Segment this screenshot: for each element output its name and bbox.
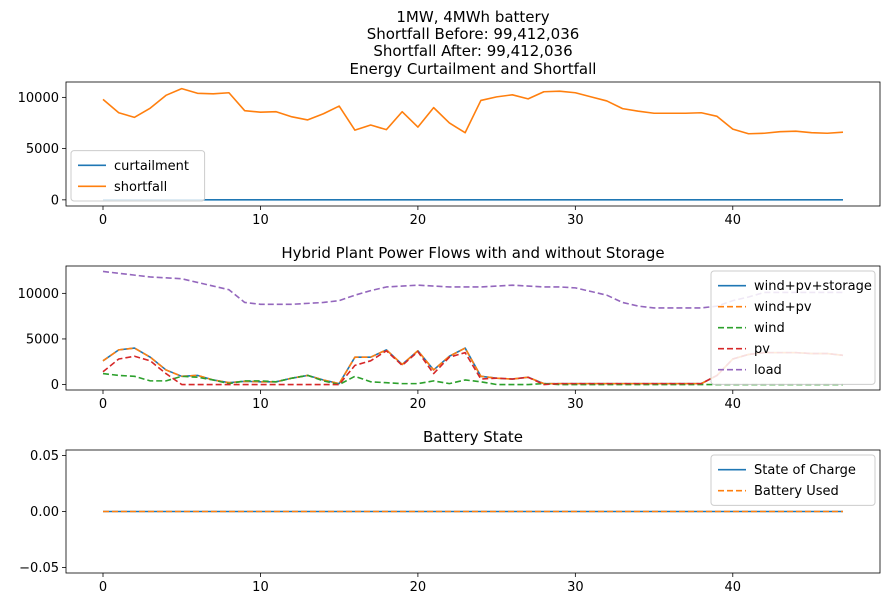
x-tick-label: 20 [410, 397, 427, 412]
series-line-pv [102, 349, 844, 386]
legend-label: Battery Used [754, 484, 839, 499]
y-tick-label: −0.05 [19, 561, 59, 576]
legend: State of Charge Battery Used [710, 454, 876, 506]
x-tick-label: 10 [252, 397, 269, 412]
y-tick-label: 10000 [18, 287, 59, 302]
legend-box [70, 150, 206, 202]
legend-label: wind+pv [754, 300, 812, 315]
x-tick-label: 30 [567, 580, 584, 595]
suptitle: 1MW, 4MWh battery Shortfall Before: 99,4… [367, 8, 580, 60]
x-tick-label: 0 [99, 213, 107, 228]
x-tick-label: 30 [567, 213, 584, 228]
suptitle-line-3: Shortfall After: 99,412,036 [373, 42, 572, 60]
series-line-load [102, 270, 843, 309]
x-tick-label: 10 [252, 580, 269, 595]
legend-label: pv [754, 342, 770, 357]
series-line-shortfall [102, 87, 844, 135]
curtailment-shortfall-axes: Energy Curtailment and Shortfall 0 10 20 30… [18, 60, 881, 228]
x-tick-label: 40 [725, 213, 742, 228]
legend-label: shortfall [114, 180, 167, 195]
x-tick-label: 10 [252, 213, 269, 228]
legend-box [710, 270, 876, 385]
suptitle-line-2: Shortfall Before: 99,412,036 [367, 25, 580, 43]
y-tick-label: 0.05 [30, 449, 59, 464]
y-tick-label: 0.00 [30, 505, 59, 520]
axes-frame [65, 265, 881, 391]
power-flows-axes: Hybrid Plant Power Flows with and withou… [18, 244, 881, 412]
y-tick-label: 0 [51, 378, 59, 393]
x-tick-label: 30 [567, 397, 584, 412]
suptitle-line-1: 1MW, 4MWh battery [396, 8, 549, 26]
y-tick-label: 5000 [26, 332, 59, 347]
axes-frame [65, 81, 881, 207]
legend-label: wind+pv+storage [754, 279, 872, 294]
legend-box [710, 454, 876, 506]
battery-state-axes: Battery State 0 10 20 30 40 −0.05 0.00 0.05 Stat… [19, 428, 881, 595]
legend-label: curtailment [114, 159, 189, 174]
x-tick-label: 20 [410, 580, 427, 595]
axes-title: Hybrid Plant Power Flows with and withou… [281, 244, 664, 262]
x-tick-label: 0 [99, 580, 107, 595]
legend: wind+pv+storage wind+pv wind pv load [710, 270, 876, 385]
legend-label: wind [754, 321, 785, 336]
plot-area [102, 87, 844, 201]
x-tick-label: 0 [99, 397, 107, 412]
y-tick-label: 5000 [26, 142, 59, 157]
legend-label: State of Charge [754, 463, 856, 478]
legend: curtailment shortfall [70, 150, 206, 202]
x-tick-label: 40 [725, 580, 742, 595]
y-tick-label: 10000 [18, 91, 59, 106]
x-tick-label: 20 [410, 213, 427, 228]
x-tick-label: 40 [725, 397, 742, 412]
axes-title: Battery State [423, 428, 523, 446]
y-tick-label: 0 [51, 193, 59, 208]
axes-title: Energy Curtailment and Shortfall [350, 60, 597, 78]
legend-label: load [754, 363, 782, 378]
